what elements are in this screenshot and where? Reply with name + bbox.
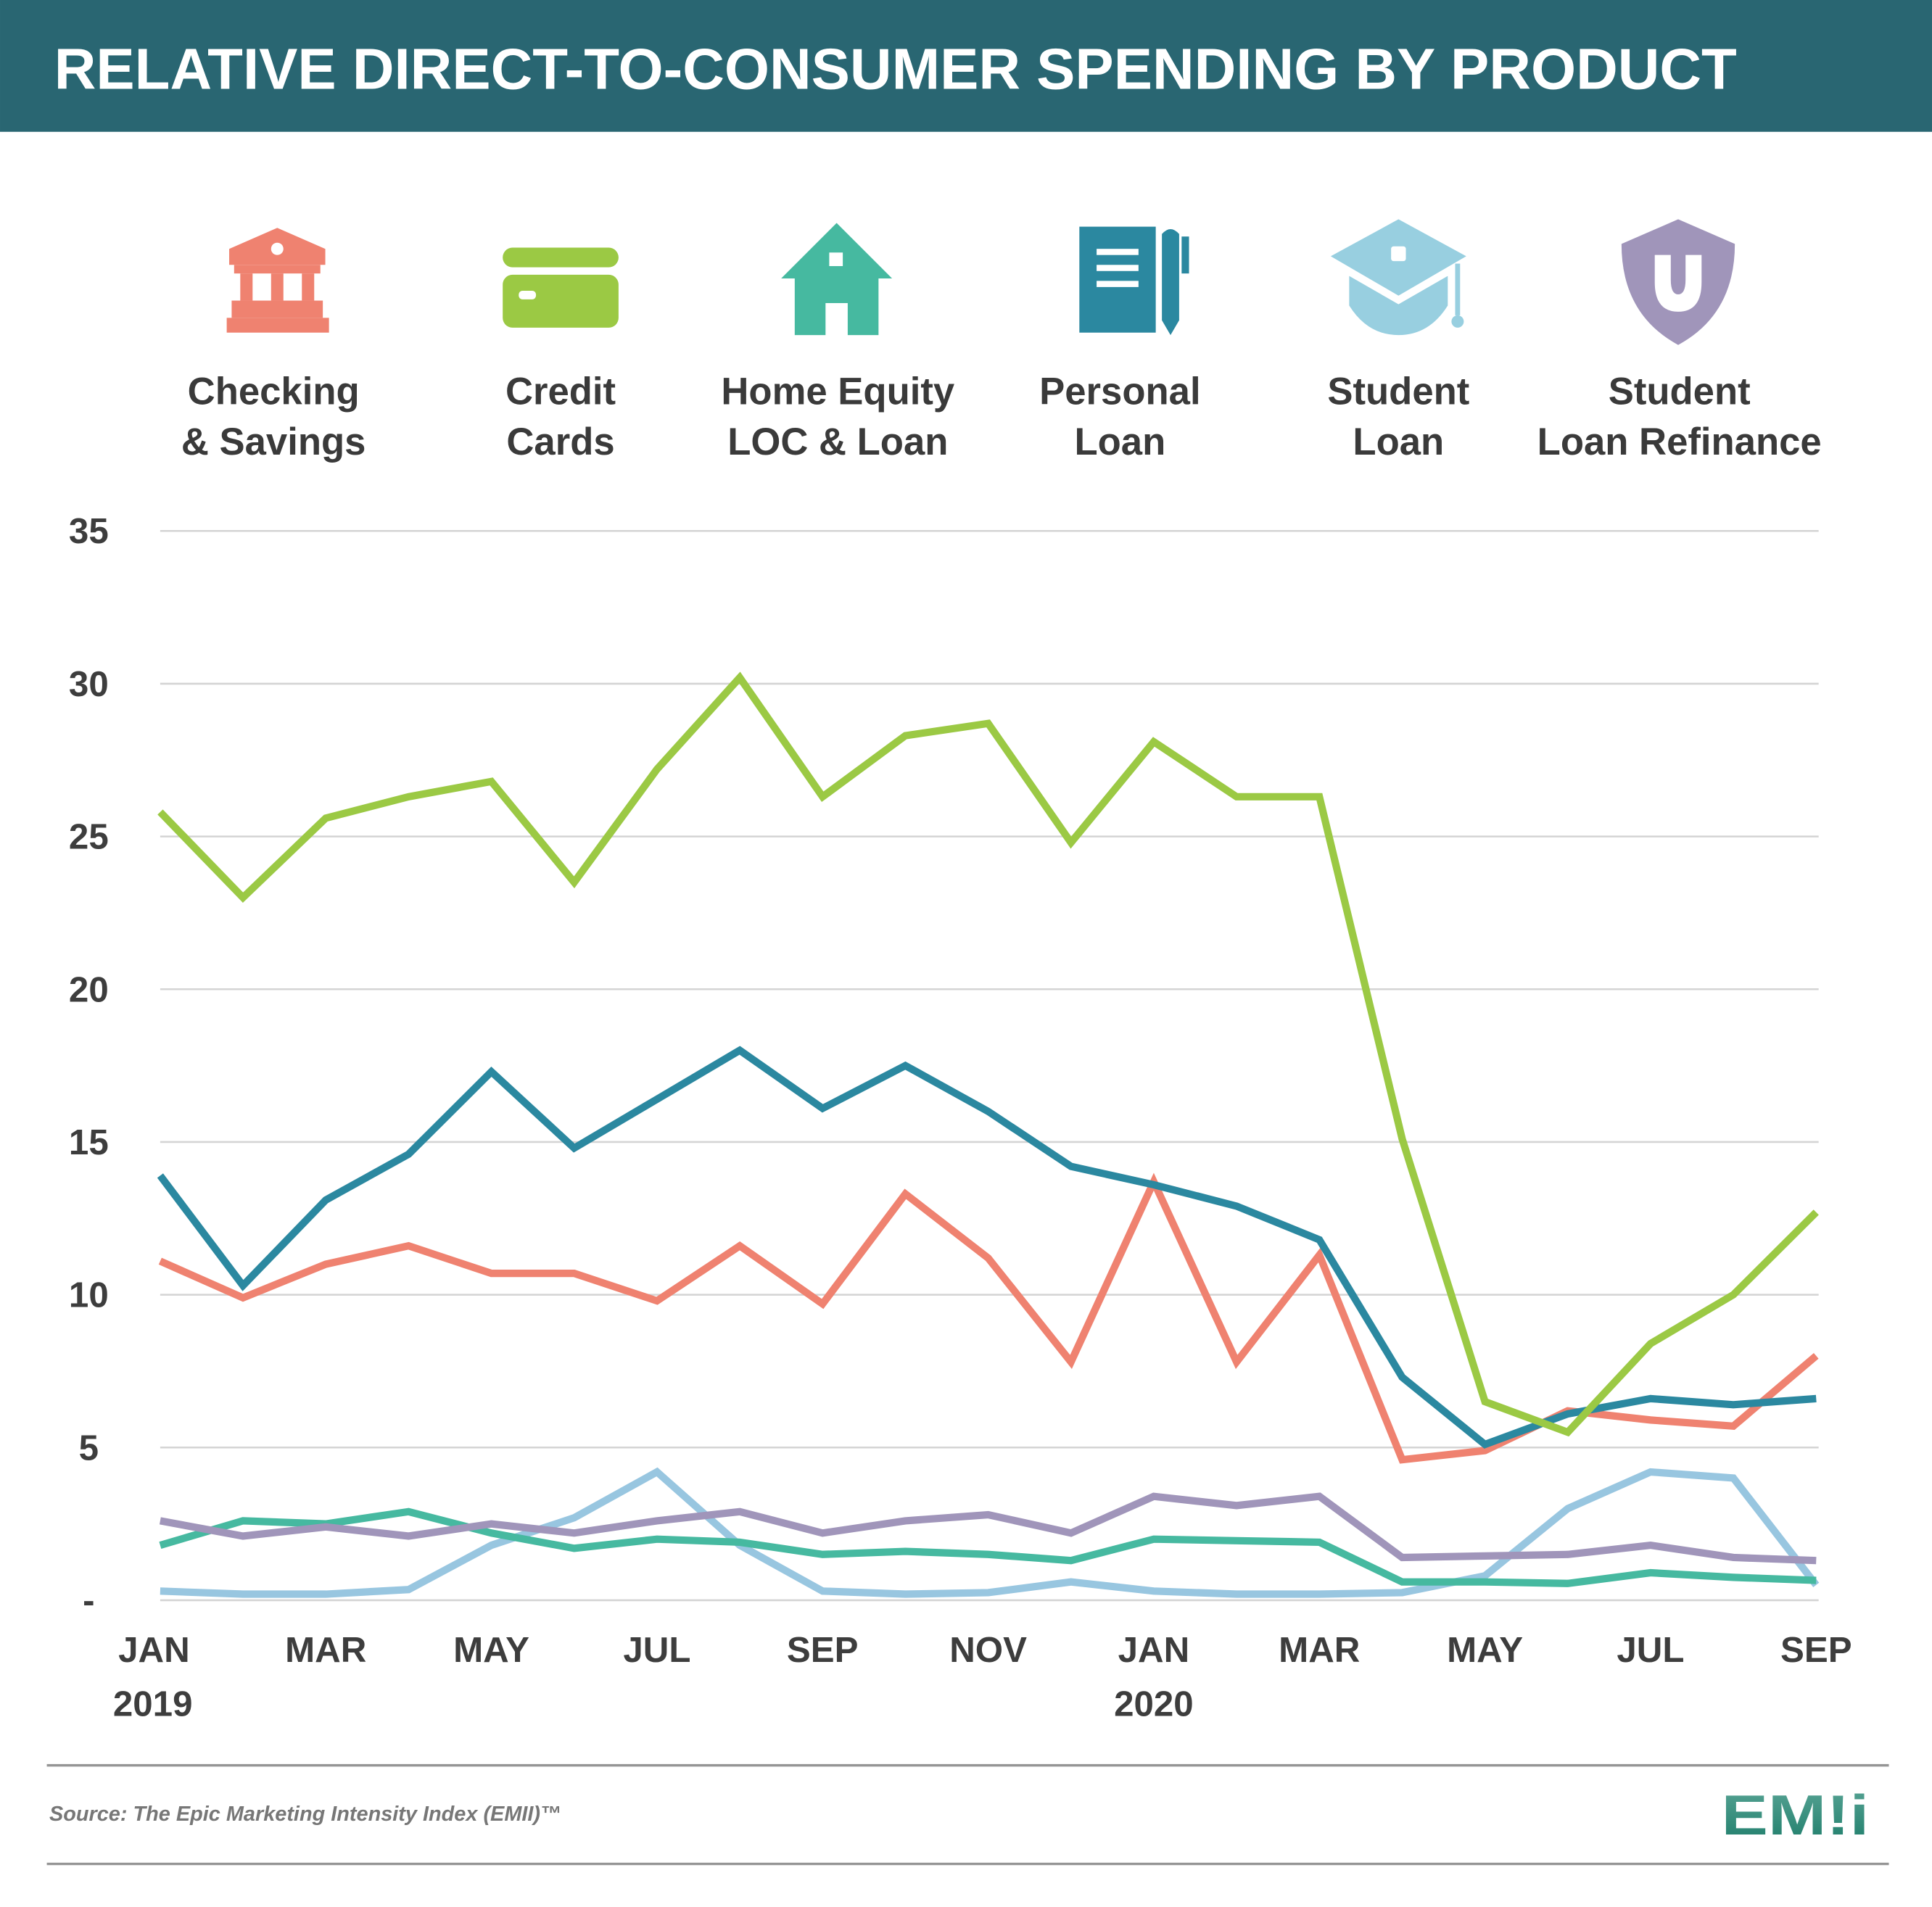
x-tick-year: 2020: [1114, 1684, 1194, 1724]
header-bar: [0, 0, 1932, 132]
legend-item-student-loan-refinance: Student Loan Refinance: [1537, 370, 1822, 463]
x-tick-year: 2019: [113, 1684, 193, 1724]
y-tick-label: 15: [69, 1122, 109, 1162]
legend-label: LOC & Loan: [727, 421, 948, 463]
series-line-checking-savings: [158, 1172, 1819, 1464]
x-tick-label: MAY: [1447, 1630, 1523, 1670]
x-tick-label: MAR: [285, 1630, 366, 1670]
legend-label: Checking: [188, 370, 360, 413]
y-tick-label: 10: [69, 1275, 109, 1315]
legend-label: Loan: [1353, 421, 1444, 463]
y-tick-label: 30: [69, 664, 109, 704]
legend-item-checking: Checking & Savings: [181, 370, 366, 463]
legend-label: Loan Refinance: [1537, 421, 1822, 463]
y-tick-label: 25: [69, 817, 109, 857]
x-tick-label: MAR: [1279, 1630, 1360, 1670]
x-tick-label: MAY: [453, 1630, 529, 1670]
page-title: RELATIVE DIRECT-TO-CONSUMER SPENDING BY …: [54, 36, 1737, 101]
series-line-student-loan: [160, 1467, 1820, 1598]
graduation-cap-icon: [1330, 219, 1466, 336]
legend-label: Loan: [1074, 421, 1165, 463]
legend-item-credit-cards: Credit Cards: [505, 370, 616, 463]
legend-label: Credit: [505, 370, 616, 413]
y-tick-label: 35: [69, 511, 109, 551]
legend-label: & Savings: [181, 421, 366, 463]
series-line-home-equity-loc-loan: [159, 1507, 1817, 1587]
x-tick-label: NOV: [949, 1630, 1027, 1670]
shield-u-icon: [1621, 219, 1735, 345]
y-tick-label: -: [83, 1581, 94, 1621]
legend-label: Personal: [1039, 370, 1200, 413]
y-tick-label: 5: [79, 1428, 99, 1468]
legend-item-home-equity: Home Equity LOC & Loan: [721, 370, 954, 463]
notebook-pen-icon: [1079, 226, 1189, 336]
x-tick-label: JAN: [1118, 1630, 1190, 1670]
y-tick-label: 20: [69, 969, 109, 1009]
x-tick-label: SEP: [1780, 1630, 1852, 1670]
legend-label: Home Equity: [721, 370, 954, 413]
x-tick-label: JAN: [118, 1630, 190, 1670]
x-tick-label: SEP: [787, 1630, 859, 1670]
source-note: Source: The Epic Marketing Intensity Ind…: [49, 1803, 561, 1826]
legend-item-personal-loan: Personal Loan: [1039, 370, 1200, 463]
series-line-credit-cards: [157, 671, 1819, 1437]
credit-card-icon: [503, 247, 619, 328]
legend-label: Student: [1609, 370, 1751, 413]
svg-text:EM!i: EM!i: [1721, 1783, 1869, 1847]
legend-label: Student: [1327, 370, 1469, 413]
bank-icon: [226, 228, 329, 333]
legend-item-student-loan: Student Loan: [1327, 370, 1469, 463]
x-tick-label: JUL: [623, 1630, 690, 1670]
house-icon: [781, 223, 893, 336]
legend: Checking & Savings Credit Cards Home Equ…: [181, 219, 1822, 463]
legend-label: Cards: [506, 421, 614, 463]
x-tick-label: JUL: [1617, 1630, 1684, 1670]
emii-logo: EM!i: [1721, 1783, 1869, 1847]
series-line-student-loan-refinance: [159, 1492, 1817, 1565]
